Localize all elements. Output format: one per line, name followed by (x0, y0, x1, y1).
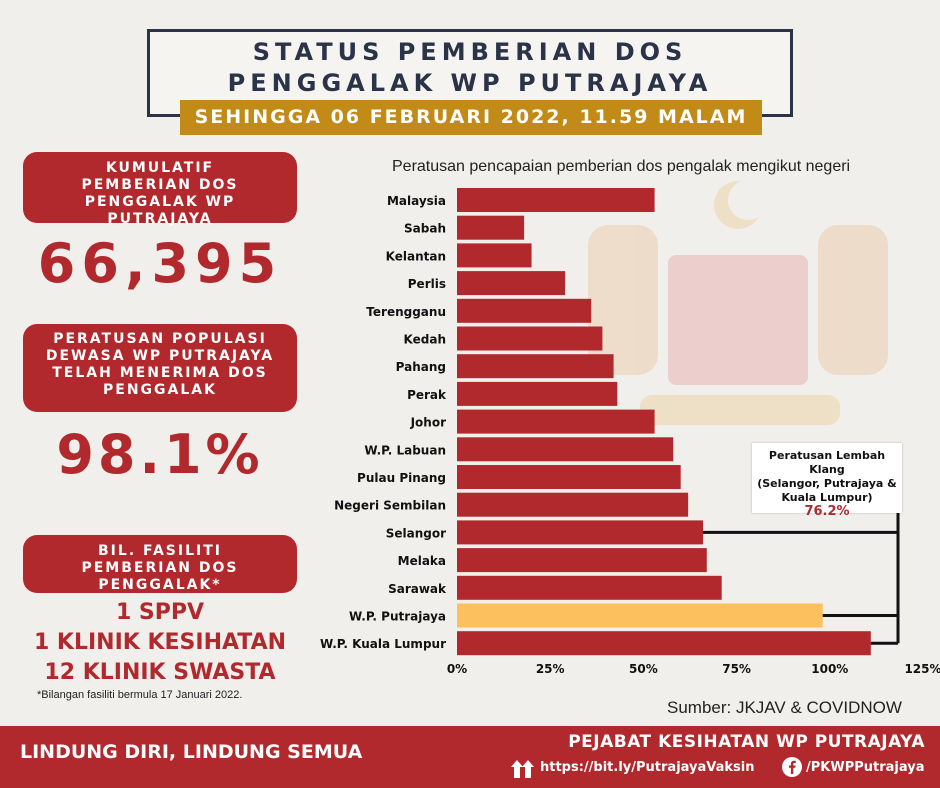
footer-slogan: LINDUNG DIRI, LINDUNG SEMUA (20, 741, 363, 763)
x-tick-label: 125% (904, 662, 940, 676)
cumulative-value: 66,395 (37, 232, 283, 295)
y-tick-label: Sabah (404, 222, 446, 236)
bar-selangor (457, 520, 704, 545)
bar-kelantan (457, 243, 532, 268)
bar-pulau-pinang (457, 465, 681, 489)
date-banner: SEHINGGA 06 FEBRUARI 2022, 11.59 MALAM (180, 100, 762, 135)
bar-kedah (457, 326, 603, 351)
source-text: Sumber: JKJAV & COVIDNOW (667, 698, 902, 717)
x-tick-label: 25% (536, 662, 565, 676)
y-tick-label: Johor (410, 416, 446, 430)
x-tick-label: 0% (447, 662, 467, 676)
bar-malaysia (457, 188, 655, 212)
footer-bar (0, 726, 940, 788)
facility-label: BIL. FASILITI PEMBERIAN DOS PENGGALAK* (23, 535, 297, 593)
y-tick-label: Terengganu (366, 305, 446, 319)
y-tick-label: Selangor (386, 526, 446, 540)
bar-terengganu (457, 298, 592, 323)
y-tick-label: Kedah (404, 333, 446, 347)
callout-connector (703, 512, 900, 645)
y-tick-label: W.P. Putrajaya (349, 610, 446, 624)
callout-value: 76.2% (804, 504, 850, 519)
y-tick-label: Malaysia (387, 194, 446, 208)
facility-item: 1 SPPV (115, 600, 205, 625)
x-tick-label: 75% (722, 662, 751, 676)
bar-perak (457, 381, 618, 406)
vaccine-link[interactable]: https://bit.ly/PutrajayaVaksin (540, 760, 755, 775)
x-tick-label: 100% (811, 662, 848, 676)
bar-melaka (457, 548, 707, 573)
population-value: 98.1% (56, 423, 264, 486)
y-tick-label: Pulau Pinang (357, 471, 446, 485)
footer-org: PEJABAT KESIHATAN WP PUTRAJAYA (568, 732, 925, 752)
bar-johor (457, 409, 655, 434)
callout-text: (Selangor, Putrajaya & (757, 477, 897, 490)
bar-sabah (457, 215, 525, 240)
y-tick-label: W.P. Labuan (364, 443, 446, 457)
y-tick-label: Sarawak (388, 582, 447, 596)
y-tick-label: Perak (407, 388, 447, 402)
y-tick-label: Perlis (408, 277, 446, 291)
bar-w-p-putrajaya (457, 603, 823, 628)
bar-chart: Malaysia Sabah Kelantan Perlis Terengganu Ked… (320, 180, 940, 676)
facility-item: 1 KLINIK KESIHATAN (33, 630, 287, 655)
facebook-icon[interactable] (781, 756, 803, 778)
x-tick-label: 50% (629, 662, 658, 676)
y-tick-label: Melaka (398, 554, 446, 568)
y-tick-label: Negeri Sembilan (334, 499, 446, 513)
cumulative-label: KUMULATIF PEMBERIAN DOS PENGGALAK WP PUT… (23, 152, 297, 227)
y-tick-label: Pahang (396, 360, 446, 374)
facebook-link[interactable]: /PKWPPutrajaya (806, 760, 925, 775)
bar-negeri-sembilan (457, 492, 689, 517)
y-tick-label: Kelantan (386, 249, 446, 263)
page-title-line1: STATUS PEMBERIAN DOS (252, 38, 688, 66)
lembah-klang-callout: Peratusan Lembah Klang (Selangor, Putraj… (752, 443, 902, 519)
facility-list: 1 SPPV 1 KLINIK KESIHATAN 12 KLINIK SWAS… (23, 598, 297, 688)
bar-sarawak (457, 575, 722, 600)
chart-title: Peratusan pencapaian pemberian dos penga… (392, 158, 851, 175)
crest-watermark (588, 180, 888, 425)
bar-w-p-kuala-lumpur (457, 631, 871, 656)
callout-text: Peratusan Lembah Klang (768, 449, 886, 476)
y-tick-label: W.P. Kuala Lumpur (320, 637, 446, 651)
bar-pahang (457, 354, 614, 379)
page-title-line2: PENGGALAK WP PUTRAJAYA (227, 69, 713, 97)
facility-item: 12 KLINIK SWASTA (44, 660, 276, 685)
up-arrows-icon (511, 760, 534, 778)
callout-text: Kuala Lumpur) (781, 491, 873, 504)
facility-note: *Bilangan fasiliti bermula 17 Januari 20… (37, 689, 243, 701)
bar-w-p-labuan (457, 437, 674, 462)
bar-perlis (457, 271, 566, 296)
population-label: PERATUSAN POPULASI DEWASA WP PUTRAJAYA T… (23, 324, 297, 412)
